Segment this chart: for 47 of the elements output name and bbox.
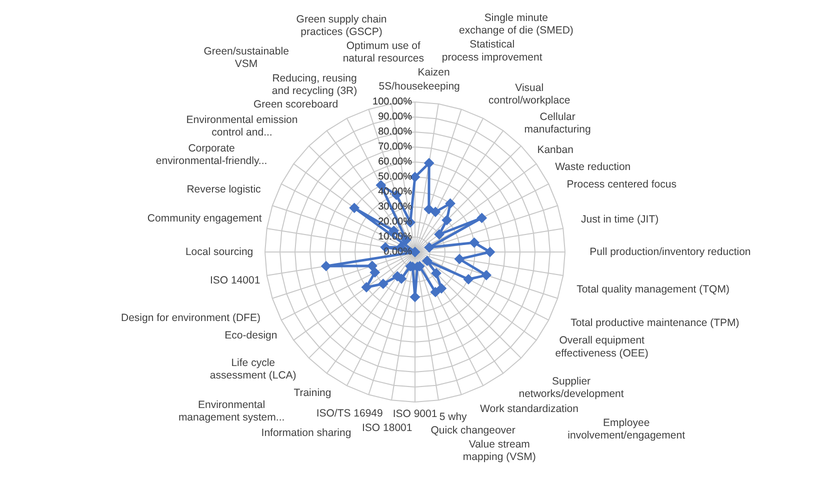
spoke-label: Information sharing: [261, 426, 352, 439]
spoke-label: Work standardization: [480, 403, 579, 416]
spoke-label: Cellular manufacturing: [524, 111, 591, 136]
spoke-label: Statistical process improvement: [442, 38, 542, 64]
spoke-label: Community engagement: [147, 212, 262, 224]
spoke-label: Local sourcing: [185, 246, 254, 258]
spoke-label: Environmental management system...: [178, 398, 285, 424]
spoke-label: Employee involvement/engagement: [568, 416, 686, 442]
spoke-label: Life cycle assessment (LCA): [210, 357, 296, 382]
y-tick-label: 50.00%: [378, 172, 412, 183]
spoke-label: Just in time (JIT): [581, 213, 659, 226]
spoke-label: Quick changeover: [430, 424, 516, 437]
spoke-label: Visual control/workplace: [488, 82, 570, 107]
spoke-label: Kaizen: [418, 66, 450, 79]
spoke-label: ISO 9001: [392, 408, 438, 420]
spoke-label: 5S/housekeeping: [378, 80, 460, 92]
spoke-label: Overall equipment effectiveness (OEE): [555, 334, 648, 360]
y-tick-label: 100.00%: [372, 96, 412, 108]
y-tick-label: 90.00%: [378, 112, 412, 123]
spoke-label: Total quality management (TQM): [576, 283, 730, 296]
y-tick-label: 0.00%: [384, 246, 412, 258]
spoke-label: Optimum use of natural resources: [342, 40, 424, 65]
spoke-label: Supplier networks/development: [518, 375, 624, 400]
spoke-label: Value stream mapping (VSM): [462, 438, 536, 463]
spoke-label: Eco-design: [224, 329, 278, 342]
spoke-label: Total productive maintenance (TPM): [570, 316, 740, 329]
spoke-label: 5 why: [439, 410, 468, 423]
y-tick-label: 70.00%: [378, 142, 412, 153]
y-tick-label: 60.00%: [378, 156, 412, 168]
spoke-label: Training: [294, 386, 332, 399]
spoke-label: Waste reduction: [555, 160, 631, 173]
spoke-label: Pull production/inventory reduction: [590, 246, 751, 258]
spoke-label: Single minute exchange of die (SMED): [459, 12, 574, 37]
spoke-label: Reducing, reusing and recycling (3R): [272, 72, 358, 97]
spoke-label: Process centered focus: [566, 178, 676, 191]
y-tick-label: 80.00%: [378, 126, 412, 138]
spoke-label: Environmental emission control and...: [186, 114, 298, 138]
spoke-label: Design for environment (DFE): [120, 312, 260, 324]
spoke-label: ISO/TS 16949: [316, 408, 384, 420]
spoke-label: Green/sustainable VSM: [204, 45, 290, 70]
spoke-label: Kanban: [537, 144, 574, 156]
spoke-label: ISO 14001: [210, 274, 260, 286]
spoke-label: Green supply chain practices (GSCP): [296, 13, 387, 38]
spoke-label: Reverse logistic: [186, 184, 261, 196]
spoke-label: Corporate environmental-friendly...: [156, 142, 268, 168]
spoke-label: Green scoreboard: [253, 98, 338, 111]
spoke-label: ISO 18001: [362, 422, 412, 434]
